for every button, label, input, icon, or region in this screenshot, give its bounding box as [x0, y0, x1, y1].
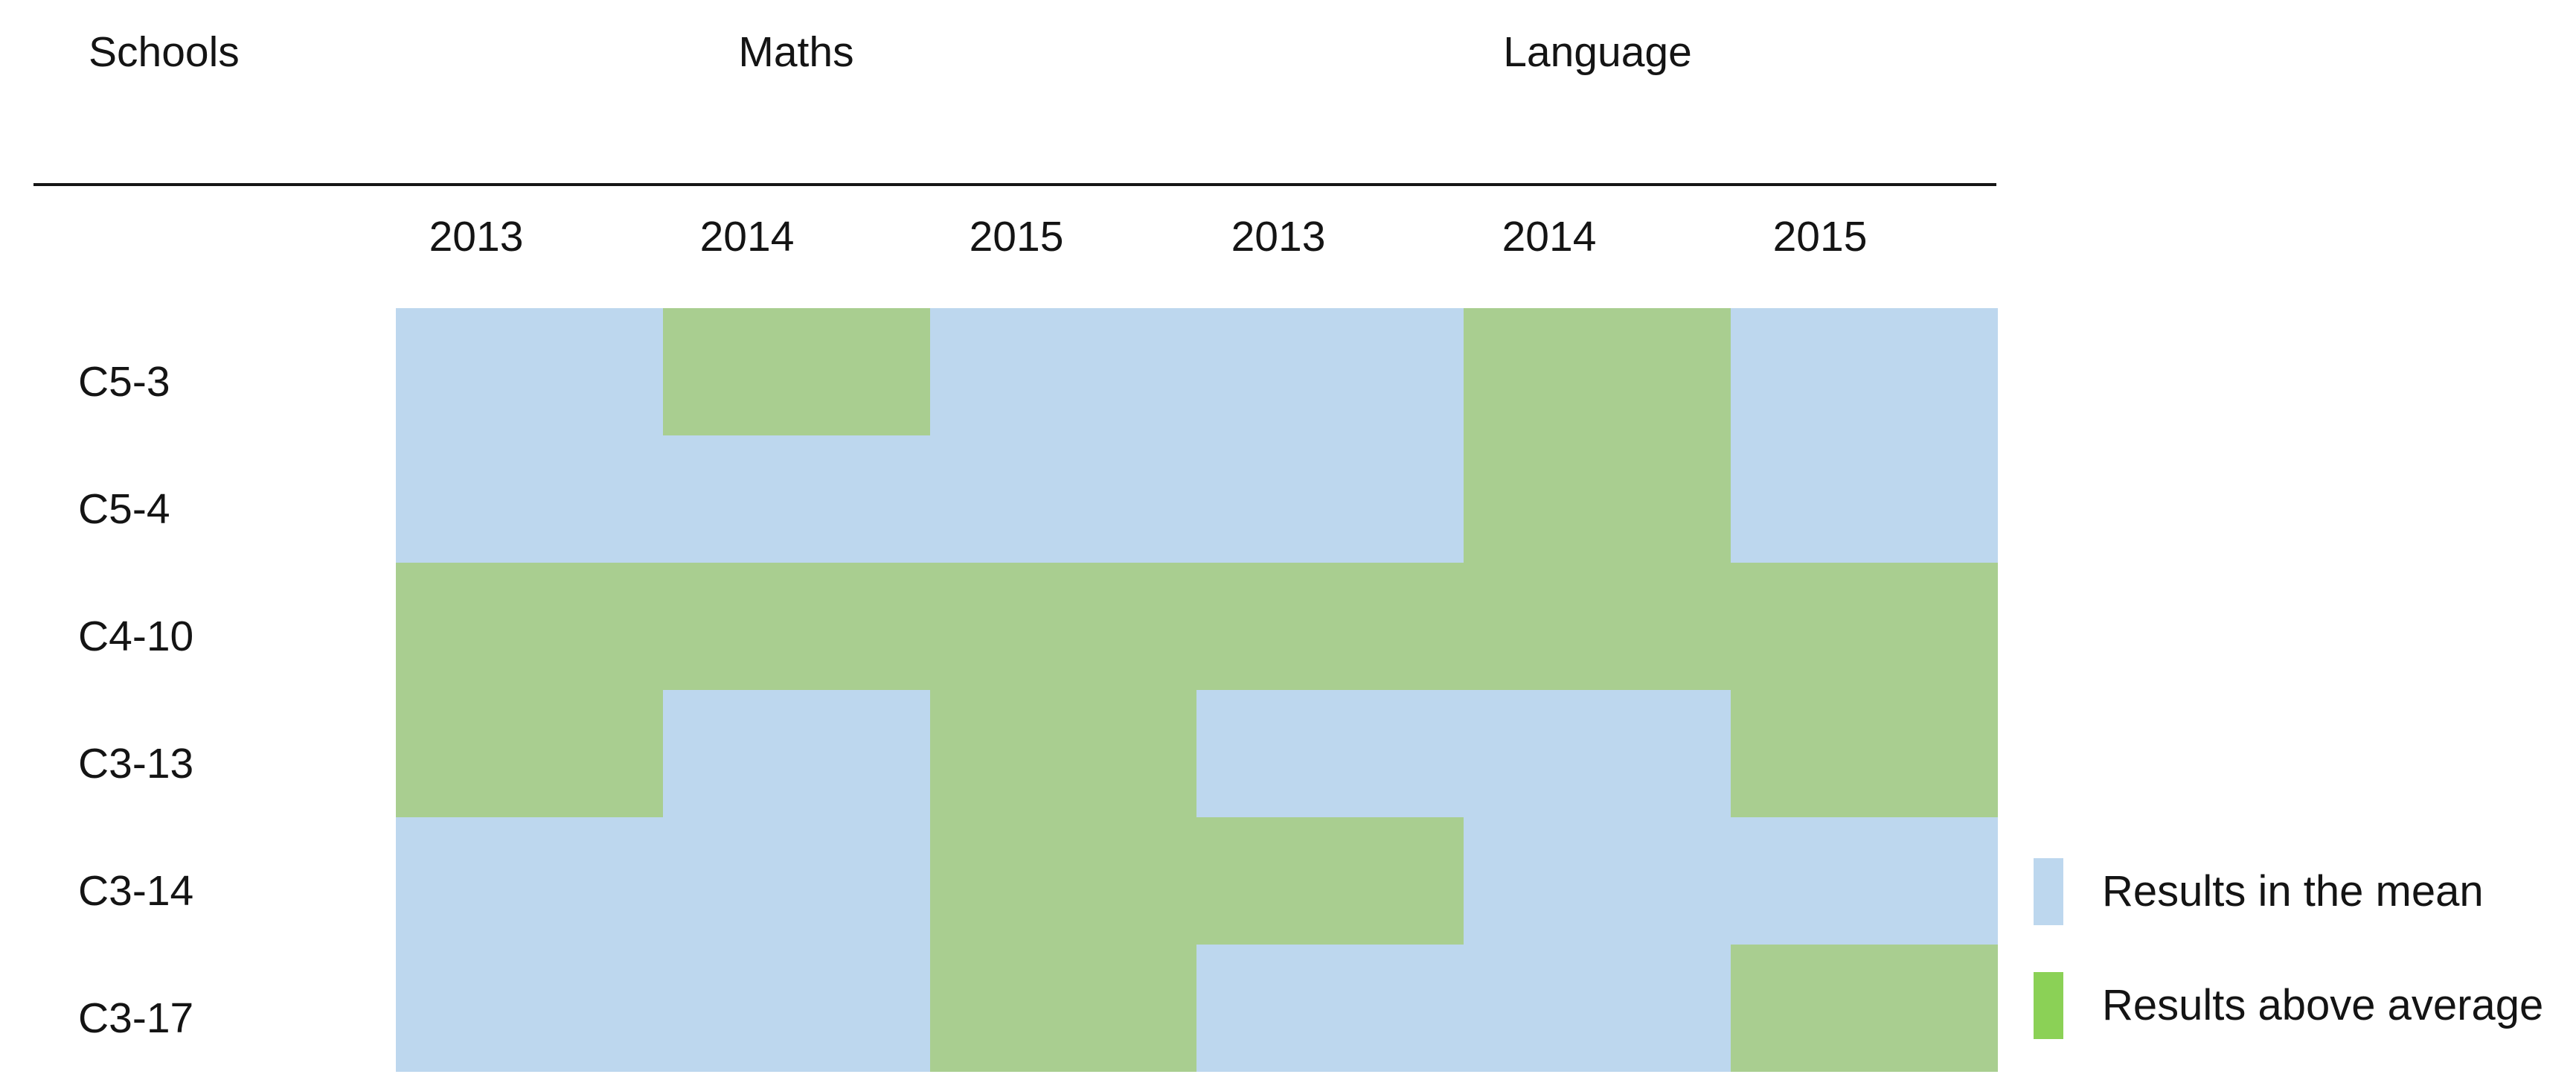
heatmap-cell	[1731, 945, 1998, 1072]
legend-swatch-above	[2034, 972, 2063, 1039]
year-header: 2015	[969, 213, 1064, 261]
heatmap-cell	[1464, 690, 1731, 817]
legend-item-mean: Results in the mean	[2034, 858, 2484, 925]
year-header: 2014	[1502, 213, 1597, 261]
row-label: C3-17	[78, 994, 194, 1042]
heatmap-cell	[663, 563, 930, 690]
heatmap-cell	[663, 945, 930, 1072]
heatmap-cell	[663, 435, 930, 563]
heatmap-cell	[663, 817, 930, 945]
heatmap-cell	[396, 563, 663, 690]
row-label: C5-4	[78, 485, 170, 533]
heatmap-cell	[1731, 308, 1998, 435]
heatmap-cell	[1196, 945, 1464, 1072]
heatmap-cell	[1196, 435, 1464, 563]
heatmap-cell	[1196, 563, 1464, 690]
heatmap-cell	[1731, 817, 1998, 945]
heatmap-cell	[396, 308, 663, 435]
heatmap-cell	[1196, 817, 1464, 945]
legend-swatch-mean	[2034, 858, 2063, 925]
legend-item-above: Results above average	[2034, 972, 2543, 1039]
row-label: C3-13	[78, 740, 194, 787]
heatmap-cell	[930, 945, 1196, 1072]
heatmap-cell	[396, 690, 663, 817]
heatmap-cell	[1196, 690, 1464, 817]
heatmap-cell	[663, 690, 930, 817]
legend-label-above: Results above average	[2102, 981, 2544, 1029]
legend-label-mean: Results in the mean	[2102, 867, 2484, 916]
year-header: 2013	[429, 213, 524, 261]
row-label: C3-14	[78, 867, 194, 915]
heatmap-cell	[396, 435, 663, 563]
heatmap-cell	[396, 945, 663, 1072]
year-header: 2015	[1772, 213, 1868, 261]
header-divider-line	[33, 183, 1996, 186]
heatmap-cell	[1196, 308, 1464, 435]
heatmap-cell	[396, 817, 663, 945]
heatmap-cell	[930, 817, 1196, 945]
heatmap-cell	[1464, 435, 1731, 563]
row-label: C4-10	[78, 613, 194, 660]
group-header-maths: Maths	[738, 28, 854, 76]
schools-header: Schools	[89, 28, 240, 76]
heatmap-cell	[1731, 563, 1998, 690]
heatmap-cell	[1464, 308, 1731, 435]
heatmap-cell	[663, 308, 930, 435]
group-header-language: Language	[1503, 28, 1692, 76]
year-header: 2013	[1231, 213, 1326, 261]
heatmap-cell	[1464, 563, 1731, 690]
heatmap-cell	[930, 690, 1196, 817]
heatmap-cell	[1731, 435, 1998, 563]
heatmap-cell	[1731, 690, 1998, 817]
heatmap-cell	[1464, 817, 1731, 945]
heatmap-cell	[930, 308, 1196, 435]
year-header: 2014	[699, 213, 795, 261]
row-label: C5-3	[78, 358, 170, 406]
heatmap-cell	[1464, 945, 1731, 1072]
heatmap-cell	[930, 563, 1196, 690]
heatmap-cell	[930, 435, 1196, 563]
